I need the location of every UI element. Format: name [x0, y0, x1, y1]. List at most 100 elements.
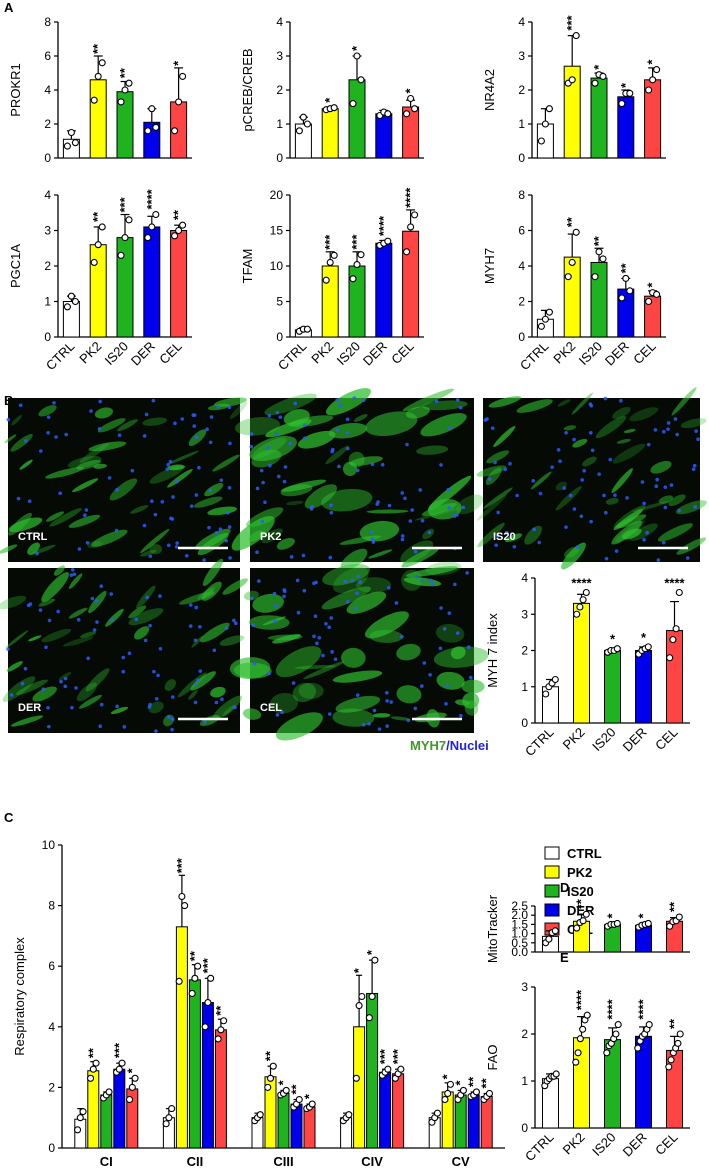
y-tick-label: 0: [518, 330, 525, 344]
cell: [476, 465, 507, 477]
nucleus: [654, 484, 659, 489]
x-tick-label: IS20: [589, 1130, 619, 1160]
nucleus: [538, 491, 543, 496]
nucleus: [142, 523, 147, 528]
panel-label: E: [560, 950, 569, 965]
cell: [675, 500, 707, 515]
cell: [10, 715, 44, 727]
nucleus: [192, 424, 197, 428]
cell: [201, 581, 222, 601]
data-point: [574, 1049, 582, 1057]
nucleus: [330, 650, 334, 654]
nucleus: [6, 647, 10, 651]
nucleus: [23, 666, 28, 671]
cell: [486, 450, 510, 464]
nucleus: [317, 635, 322, 640]
data-point: [407, 94, 415, 103]
nucleus: [343, 579, 348, 584]
significance-label: *: [322, 97, 337, 103]
nucleus: [490, 426, 495, 430]
cell: [41, 628, 72, 643]
data-point: [308, 1100, 316, 1108]
nucleus: [56, 609, 60, 614]
cell: [294, 664, 336, 670]
cell: [49, 508, 82, 527]
image-label: CEL: [260, 702, 282, 714]
nucleus: [345, 430, 350, 435]
micrograph: CTRL: [0, 397, 248, 562]
nucleus: [655, 477, 659, 482]
nucleus: [572, 507, 577, 511]
data-point: [591, 273, 599, 281]
cell: [421, 400, 468, 411]
nucleus: [653, 428, 658, 432]
nucleus: [447, 505, 452, 510]
cell: [436, 671, 465, 690]
nucleus: [403, 496, 407, 501]
nucleus: [350, 578, 355, 583]
nucleus: [98, 724, 103, 729]
data-point: [178, 892, 186, 901]
data-point: [63, 142, 71, 150]
y-tick-label: 20: [270, 188, 284, 202]
y-tick-label: 0.0: [511, 945, 528, 959]
nucleus: [167, 715, 171, 719]
data-point: [74, 1126, 82, 1134]
cell: [140, 549, 157, 557]
significance-label: *: [364, 949, 379, 955]
data-point: [67, 292, 75, 300]
cell: [267, 634, 303, 641]
nucleus: [604, 556, 609, 561]
data-point: [152, 123, 160, 131]
nucleus: [677, 508, 682, 513]
nucleus: [99, 584, 104, 588]
data-point: [591, 79, 599, 87]
legend-swatch: [544, 865, 560, 879]
nucleus: [220, 697, 224, 702]
x-tick-label: CV: [452, 1154, 470, 1169]
nucleus: [228, 441, 232, 446]
cell: [572, 438, 588, 448]
nucleus: [291, 681, 296, 685]
nucleus: [355, 693, 360, 697]
nucleus: [327, 625, 331, 630]
y-axis-label: NR4A2: [482, 69, 497, 111]
nucleus: [588, 431, 593, 435]
nucleus: [458, 405, 463, 410]
nucleus: [666, 427, 670, 431]
cell: [325, 445, 349, 465]
significance-label: ***: [322, 234, 337, 250]
cell: [422, 528, 435, 540]
y-tick-label: 2: [521, 644, 528, 658]
significance-label: ****: [144, 188, 159, 209]
nucleus: [38, 608, 43, 612]
nucleus: [420, 518, 425, 523]
nucleus: [107, 476, 112, 480]
cell: [477, 522, 505, 548]
cell: [167, 464, 185, 471]
nucleus: [495, 534, 500, 538]
nucleus: [562, 486, 567, 490]
cell: [349, 456, 383, 466]
bar: [604, 650, 621, 724]
data-point: [162, 1120, 170, 1128]
cell: [368, 549, 393, 559]
nucleus: [310, 505, 314, 509]
data-point: [613, 645, 621, 653]
cell: [416, 445, 449, 455]
data-point: [92, 1059, 100, 1067]
nucleus: [275, 410, 280, 415]
data-point: [541, 315, 549, 323]
data-point: [353, 52, 361, 60]
y-axis-label: pCREB/CREB: [240, 48, 255, 131]
nucleus: [198, 625, 202, 629]
y-tick-label: 3: [276, 49, 283, 63]
cell: [91, 529, 128, 547]
nucleus: [589, 519, 593, 524]
cell: [286, 500, 304, 506]
data-point: [322, 276, 330, 284]
cell: [530, 471, 552, 490]
cell: [401, 546, 440, 568]
cell: [212, 695, 243, 720]
y-tick-label: 3: [44, 224, 51, 238]
